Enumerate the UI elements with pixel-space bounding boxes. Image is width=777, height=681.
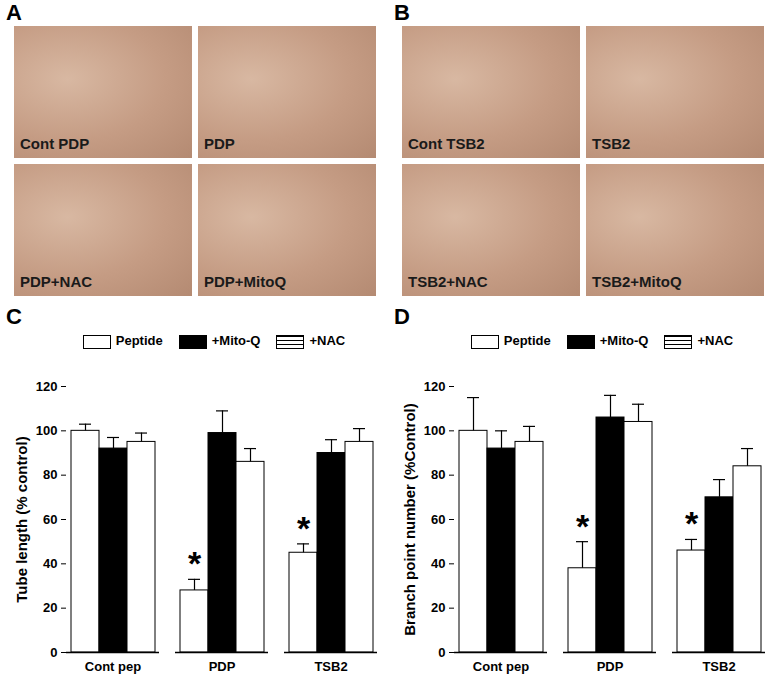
svg-text:100: 100 <box>424 423 446 438</box>
svg-text:40: 40 <box>431 556 445 571</box>
svg-text:Cont pep: Cont pep <box>473 659 529 674</box>
svg-text:*: * <box>685 504 699 542</box>
svg-text:Branch point number (%Control): Branch point number (%Control) <box>401 403 418 636</box>
svg-text:*: * <box>188 544 202 582</box>
svg-text:120: 120 <box>36 379 58 394</box>
svg-text:40: 40 <box>43 556 57 571</box>
svg-text:*: * <box>297 509 311 547</box>
svg-text:20: 20 <box>43 600 57 615</box>
svg-text:80: 80 <box>431 467 445 482</box>
svg-text:60: 60 <box>43 512 57 527</box>
svg-text:PDP: PDP <box>597 659 624 674</box>
svg-text:20: 20 <box>431 600 445 615</box>
svg-text:80: 80 <box>43 467 57 482</box>
html-text:+NAC: +NAC <box>309 333 346 349</box>
html-text:+NAC: +NAC <box>697 333 734 349</box>
html-text:Peptide: Peptide <box>503 333 551 349</box>
html-text:Cont PDP: Cont PDP <box>20 135 90 152</box>
html-text:D: D <box>394 304 410 329</box>
html-text:+Mito-Q: +Mito-Q <box>599 333 649 349</box>
html-text:Cont TSB2: Cont TSB2 <box>408 135 485 152</box>
html-text:C: C <box>6 304 22 329</box>
html-text:+Mito-Q: +Mito-Q <box>211 333 261 349</box>
svg-text:60: 60 <box>431 512 445 527</box>
svg-text:Tube length (% control): Tube length (% control) <box>13 436 30 602</box>
html-text:TSB2+MitoQ: TSB2+MitoQ <box>592 273 682 290</box>
html-text:B: B <box>394 0 410 25</box>
svg-text:TSB2: TSB2 <box>314 659 347 674</box>
svg-text:TSB2: TSB2 <box>702 659 735 674</box>
html-text:TSB2: TSB2 <box>592 135 631 152</box>
svg-text:100: 100 <box>36 423 58 438</box>
html-text:PDP+MitoQ: PDP+MitoQ <box>204 273 287 290</box>
svg-text:0: 0 <box>438 645 445 660</box>
svg-text:0: 0 <box>50 645 57 660</box>
svg-text:PDP: PDP <box>209 659 236 674</box>
svg-text:*: * <box>576 507 590 545</box>
html-text:Peptide: Peptide <box>115 333 163 349</box>
html-text:PDP+NAC: PDP+NAC <box>20 273 93 290</box>
html-text:A: A <box>6 0 22 25</box>
svg-text:Cont pep: Cont pep <box>85 659 141 674</box>
svg-text:120: 120 <box>424 379 446 394</box>
html-text:TSB2+NAC: TSB2+NAC <box>408 273 488 290</box>
html-text:PDP: PDP <box>204 135 235 152</box>
